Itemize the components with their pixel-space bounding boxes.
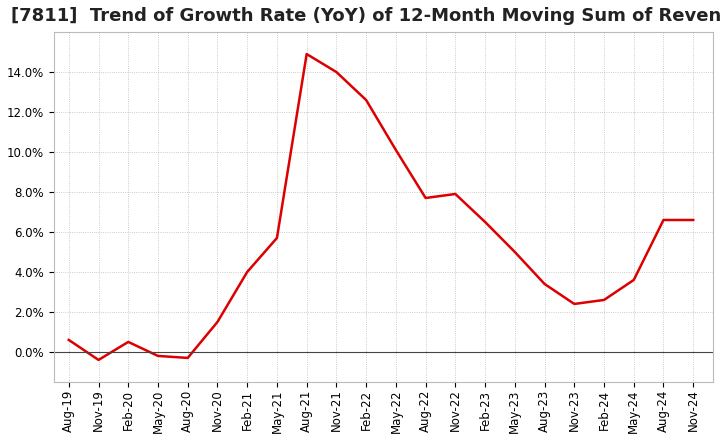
Title: [7811]  Trend of Growth Rate (YoY) of 12-Month Moving Sum of Revenues: [7811] Trend of Growth Rate (YoY) of 12-… [11,7,720,25]
